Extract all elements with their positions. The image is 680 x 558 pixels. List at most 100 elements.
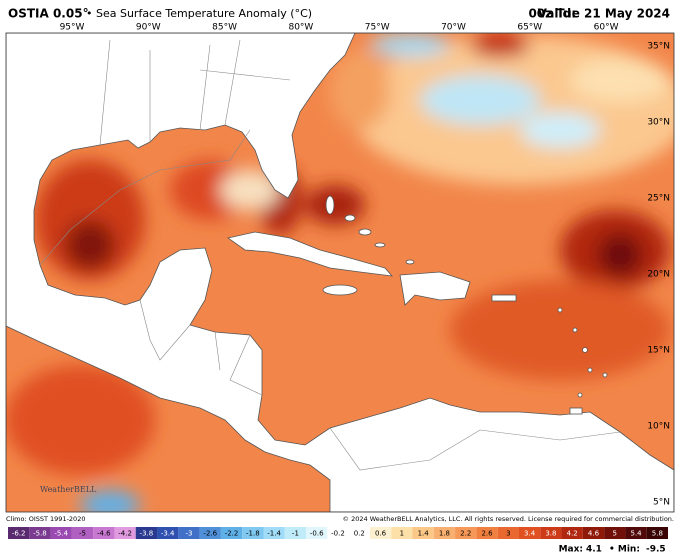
colorbar-label: 0.6: [375, 530, 387, 538]
colorbar-swatch: [476, 527, 498, 539]
colorbar-swatch: [93, 527, 115, 539]
colorbar-swatch: [50, 527, 72, 539]
colorbar-label: 4.6: [588, 530, 600, 538]
borders: [39, 39, 621, 471]
latitude-label: 35°N: [647, 42, 670, 52]
colorbar-swatch: [455, 527, 477, 539]
colorbar-label: -1.4: [267, 530, 281, 538]
colorbar-label: -1: [292, 530, 299, 538]
colorbar-swatch: [625, 527, 647, 539]
colorbar-label: -4.6: [97, 530, 111, 538]
longitude-label: 75°W: [365, 23, 390, 33]
latitude-label: 10°N: [647, 422, 670, 432]
colorbar-swatch: [306, 527, 328, 539]
latitude-label: 5°N: [653, 498, 670, 508]
max-value: 4.1: [586, 545, 602, 555]
latitude-label: 25°N: [647, 194, 670, 204]
map-frame: [5, 32, 675, 513]
latitude-label: 30°N: [647, 118, 670, 128]
colorbar-label: -5.8: [33, 530, 47, 538]
valid-time: 00z Tue 21 May 2024: [528, 7, 670, 21]
longitude-label: 90°W: [136, 23, 161, 33]
colorbar-label: 1.8: [439, 530, 450, 538]
colorbar-swatch: [8, 527, 30, 539]
colorbar-label: -3.8: [140, 530, 154, 538]
map: WeatherBELL: [6, 33, 674, 512]
graticule-labels: 95°W 90°W 85°W 80°W 75°W 70°W 65°W 60°W 35°N 30°N…: [60, 23, 670, 508]
colorbar-swatch: [199, 527, 221, 539]
colorbar-label: 2.2: [460, 530, 471, 538]
logo: WeatherBELL: [40, 485, 97, 494]
title: OSTIA 0.05°: [8, 7, 89, 21]
colorbar-swatch: [71, 527, 94, 539]
min-label: • Min:: [609, 545, 640, 555]
colorbar-swatch: [540, 527, 562, 539]
islands: [325, 195, 608, 415]
colorbar-label: 3.8: [545, 530, 556, 538]
colorbar-swatch: [135, 527, 158, 539]
colorbar-swatch: [242, 527, 264, 539]
continent: [6, 33, 674, 512]
colorbar-label: 5.4: [630, 530, 642, 538]
colorbar-label: 0.2: [354, 530, 365, 538]
colorbar-label: 3: [506, 530, 510, 538]
colorbar-label: 5.8: [652, 530, 663, 538]
colorbar-swatch: [263, 527, 285, 539]
colorbar-swatch: [412, 527, 434, 539]
colorbar-label: -0.2: [331, 530, 345, 538]
jamaica: [322, 284, 358, 296]
colorbar-label: -2.2: [225, 530, 239, 538]
colorbar-swatch: [157, 527, 179, 539]
colorbar-swatch: [327, 527, 349, 539]
colorbar-label: -1.8: [246, 530, 260, 538]
max-label: Max:: [559, 545, 583, 555]
subtitle: • Sea Surface Temperature Anomaly (°C): [86, 7, 312, 20]
colorbar-label: -5: [79, 530, 86, 538]
colorbar-label: 3.4: [524, 530, 536, 538]
colorbar-label: -5.4: [54, 530, 68, 538]
puerto-rico: [491, 294, 517, 302]
hispaniola: [399, 271, 471, 306]
colorbar-swatch: [497, 527, 519, 539]
colorbar-swatch: [518, 527, 541, 539]
longitude-label: 95°W: [60, 23, 85, 33]
colorbar-label: 5: [613, 530, 617, 538]
longitude-label: 80°W: [288, 23, 313, 33]
colorbar-swatch: [433, 527, 456, 539]
colorbar-swatch: [604, 527, 626, 539]
latitude-label: 15°N: [647, 346, 670, 356]
min-value: -9.5: [646, 545, 666, 555]
colorbar-label: -6.2: [12, 530, 26, 538]
colorbar-swatch: [284, 527, 307, 539]
colorbar-label: -4.2: [118, 530, 132, 538]
colorbar-swatch: [178, 527, 200, 539]
climo: Climo: OISST 1991-2020: [6, 515, 85, 523]
colorbar-swatch: [29, 527, 51, 539]
colorbar-label: 2.6: [481, 530, 493, 538]
anomaly-field: [6, 33, 674, 512]
colorbar-swatch: [646, 527, 668, 539]
longitude-label: 65°W: [517, 23, 542, 33]
colorbar-label: -3.4: [161, 530, 175, 538]
colorbar-label: 1.4: [418, 530, 430, 538]
colorbar: -6.2 -5.8 -5.4 -5 -4.6 -4.2 -3.8 -3.4 -3 -2.6 -2.2…: [8, 527, 668, 539]
colorbar-label: -2.6: [203, 530, 217, 538]
copyright: © 2024 WeatherBELL Analytics, LLC. All r…: [343, 515, 674, 523]
latitude-label: 20°N: [647, 270, 670, 280]
colorbar-swatch: [369, 527, 392, 539]
longitude-label: 70°W: [441, 23, 466, 33]
valid-label: Valid:: [538, 7, 576, 21]
colorbar-swatch: [348, 527, 370, 539]
colorbar-label: -3: [185, 530, 192, 538]
colorbar-label: 1: [400, 530, 404, 538]
cuba: [227, 231, 393, 277]
colorbar-swatch: [582, 527, 605, 539]
longitude-label: 85°W: [212, 23, 237, 33]
colorbar-label: 4.2: [567, 530, 578, 538]
colorbar-swatch: [561, 527, 583, 539]
colorbar-swatch: [220, 527, 243, 539]
colorbar-label: -0.6: [310, 530, 324, 538]
colorbar-swatch: [114, 527, 136, 539]
longitude-label: 60°W: [594, 23, 619, 33]
